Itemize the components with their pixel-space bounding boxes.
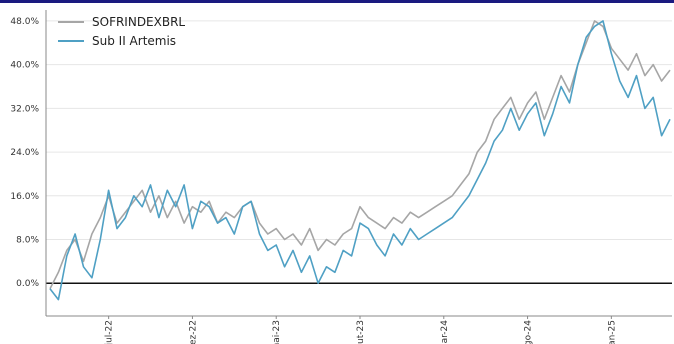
x-tick-label: jan-25 (607, 320, 617, 344)
legend-label: Sub II Artemis (92, 34, 176, 48)
y-tick-label: 24.0% (10, 148, 39, 158)
x-tick-label: jul-22 (105, 320, 115, 344)
y-tick-label: 16.0% (10, 192, 39, 202)
y-tick-label: 0.0% (16, 279, 39, 289)
x-axis-ticks: jul-22 dez-22 mai-23 out-23 mar-24 ago-24 jan-… (105, 316, 617, 344)
x-tick-label: mar-24 (440, 320, 450, 344)
y-tick-label: 40.0% (10, 61, 39, 71)
legend-label: SOFRINDEXBRL (92, 15, 185, 29)
series-lines (49, 20, 671, 301)
x-tick-label: ago-24 (524, 320, 534, 344)
axes (45, 10, 672, 317)
series-line-sofrindexbrl (49, 20, 671, 290)
top-border-bar (0, 0, 674, 3)
x-tick-label: dez-22 (188, 320, 198, 344)
y-axis-ticks: 48.0% 40.0% 32.0% 24.0% 16.0% 8.0% 0.0% (10, 17, 39, 289)
x-tick-label: mai-23 (272, 320, 282, 344)
legend: SOFRINDEXBRL Sub II Artemis (58, 15, 185, 48)
x-tick-label: out-23 (356, 320, 366, 344)
y-tick-label: 48.0% (10, 17, 39, 27)
gridlines (46, 20, 672, 240)
series-line-sub-ii-artemis (49, 20, 671, 301)
y-tick-label: 32.0% (10, 104, 39, 114)
y-tick-label: 8.0% (16, 236, 39, 246)
